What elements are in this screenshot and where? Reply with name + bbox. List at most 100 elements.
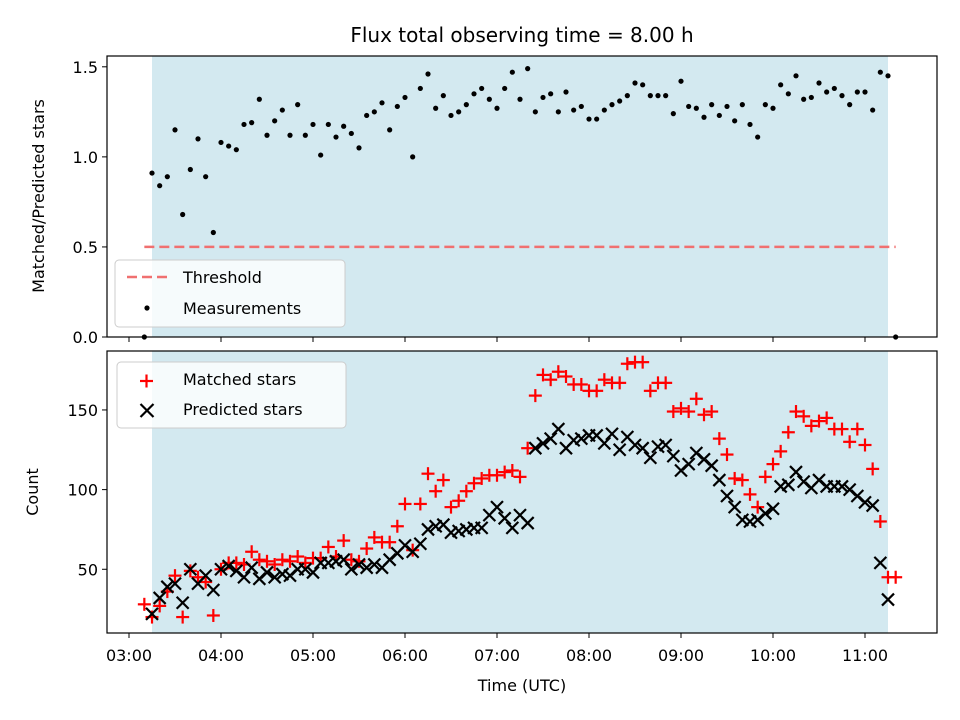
legend-threshold-label: Threshold [182, 268, 262, 287]
matched-star-point [544, 373, 558, 387]
measurement-point [877, 69, 883, 75]
top-plot-frame [106, 55, 938, 338]
matched-star-point [490, 468, 504, 482]
measurement-point [801, 96, 807, 102]
measurement-point [302, 132, 308, 138]
measurement-point [732, 118, 738, 124]
predicted-star-point [490, 500, 504, 514]
matched-star-point [383, 535, 397, 549]
measurement-point [709, 102, 715, 108]
measurement-point [854, 89, 860, 95]
predicted-star-point [298, 562, 313, 577]
bottom-plot-frame [106, 350, 938, 634]
predicted-star-point [781, 478, 796, 492]
predicted-star-point [505, 521, 520, 535]
measurement-point [778, 82, 784, 88]
predicted-star-point [214, 562, 228, 577]
matched-star-point [206, 608, 220, 622]
predicted-star-point [835, 479, 849, 494]
matched-star-point [421, 467, 435, 481]
measurement-point [287, 132, 293, 138]
measurement-point [678, 78, 684, 84]
matched-star-point [513, 470, 527, 484]
predicted-star-point [766, 501, 780, 516]
matched-star-point [528, 389, 542, 403]
measurement-point [793, 73, 799, 79]
measurement-point [417, 85, 423, 92]
xtick-label: 09:00 [658, 646, 704, 665]
predicted-star-point [336, 552, 351, 567]
legend-matched-swatch [140, 374, 153, 388]
measurement-point [586, 116, 592, 122]
xtick-label: 03:00 [106, 646, 152, 665]
bottom-yaxis: 50 100 150 [67, 401, 107, 579]
measurement-point [663, 93, 669, 99]
xtick-label: 06:00 [382, 646, 428, 665]
predicted-star-point [145, 607, 159, 621]
measurement-point [226, 143, 232, 149]
top-yaxis: 0.0 0.5 1.0 1.5 [73, 58, 107, 347]
measurement-point [747, 121, 753, 128]
matched-star-point [521, 441, 535, 455]
predicted-star-point [528, 441, 543, 455]
matched-star-point [452, 494, 466, 508]
matched-star-point [743, 487, 757, 501]
measurement-point [885, 73, 891, 79]
measurement-point [149, 170, 155, 176]
measurement-point [670, 111, 676, 117]
matched-star-point [268, 557, 282, 571]
measurement-point [448, 112, 454, 119]
matched-star-point [781, 425, 795, 439]
matched-star-point [536, 368, 550, 382]
matched-star-point [429, 484, 443, 498]
matched-star-point [191, 570, 205, 584]
matched-star-point [705, 405, 719, 419]
matched-star-point [751, 500, 765, 514]
matched-star-point [475, 471, 489, 485]
measurement-point [532, 109, 538, 115]
measurement-point [341, 123, 347, 129]
measurement-point [172, 127, 178, 133]
matched-star-point [245, 545, 259, 559]
bottom-points [137, 355, 903, 624]
matched-star-point [758, 470, 772, 484]
x-axis-label: Time (UTC) [477, 676, 566, 695]
measurement-point [540, 94, 546, 101]
matched-star-point [789, 405, 803, 419]
bottom-legend-box [116, 361, 347, 429]
predicted-star-point [183, 562, 198, 577]
measurement-point [479, 85, 485, 92]
predicted-star-point [206, 583, 221, 597]
matched-star-point [636, 355, 650, 369]
measurement-point [640, 82, 646, 88]
matched-star-point [820, 411, 834, 425]
measurement-point [272, 118, 278, 124]
predicted-star-point [643, 450, 658, 465]
measurement-point [494, 105, 500, 111]
predicted-star-point [758, 506, 773, 521]
bottom-ytick-label: 100 [67, 481, 98, 500]
measurement-point [571, 107, 577, 113]
predicted-star-point [344, 562, 359, 577]
matched-star-point [367, 530, 381, 544]
predicted-star-point [712, 473, 727, 487]
measurement-point [609, 102, 615, 108]
measurement-point [440, 93, 446, 99]
predicted-star-point [551, 422, 566, 436]
measurement-point [594, 116, 600, 122]
matched-star-point [843, 435, 857, 449]
predicted-star-point [359, 560, 374, 575]
predicted-star-point [666, 449, 681, 463]
bottom-ytick-label: 50 [78, 560, 98, 579]
legend-predicted-label: Predicted stars [183, 400, 303, 419]
top-points [141, 66, 899, 340]
measurement-point [824, 89, 830, 95]
matched-star-point [597, 373, 611, 387]
measurement-point [839, 93, 845, 99]
measurement-point [157, 183, 163, 189]
matched-star-point [659, 376, 673, 390]
matched-star-point [812, 414, 826, 428]
top-panel: 0.0 0.5 1.0 1.5 Matched/Predicted stars Thr… [29, 55, 938, 347]
legend-predicted-swatch [139, 403, 155, 418]
